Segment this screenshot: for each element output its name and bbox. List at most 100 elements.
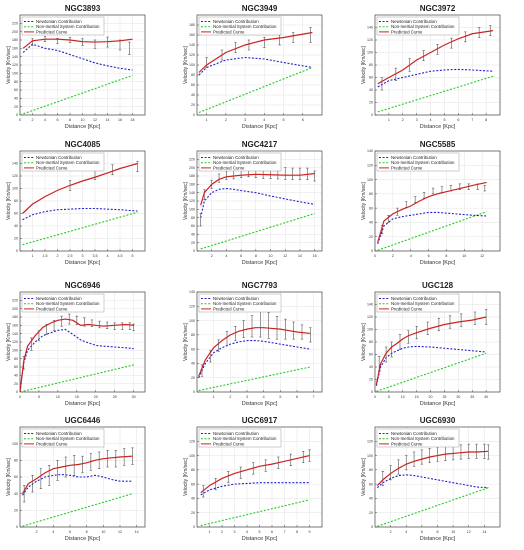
chart-panel-11: 1 2 3 4 5 6 7 8 9 0 20 40 60 80 100 120 UGC6917 Distance … — [183, 416, 323, 542]
newtonian-line — [377, 68, 494, 88]
plot-frame — [19, 426, 146, 528]
x-tick-label: 2 — [229, 395, 231, 399]
x-tick-label: 15 — [415, 395, 419, 399]
y-tick-label: 60 — [369, 206, 373, 210]
observed-errorbar — [313, 170, 316, 182]
y-tick-label: 120 — [189, 199, 195, 203]
chart-title: NGC3893 — [65, 4, 101, 13]
y-tick-label: 60 — [369, 76, 373, 80]
x-tick-label: 8 — [86, 530, 88, 534]
legend-box — [198, 16, 282, 36]
y-tick-label: 100 — [367, 178, 373, 182]
x-axis-label: Distance [Kpc] — [242, 401, 278, 407]
y-tick-label: 160 — [189, 183, 195, 187]
chart-panel-5: 2 4 6 8 10 12 14 160204060801001201401601802002… — [183, 140, 323, 266]
observed-errorbar — [217, 173, 221, 183]
x-tick-label: 3 — [246, 395, 248, 399]
x-tick-label: 6 — [428, 254, 430, 258]
legend-label-non-inertial: Non-Inertial System Contribution — [213, 24, 277, 29]
y-tick-label: 40 — [191, 233, 195, 237]
plot-frame — [374, 426, 501, 528]
newtonian-line — [198, 340, 311, 378]
legend-label-predicted: Predicted Curve — [36, 165, 68, 170]
x-tick-label: 20 — [429, 395, 433, 399]
y-tick-label: 100 — [12, 442, 18, 446]
observed-errorbar — [68, 313, 71, 325]
observed-errorbar — [405, 455, 408, 471]
x-tick-label: 14 — [106, 118, 110, 122]
y-tick-label: 100 — [367, 454, 373, 458]
y-tick-label: 80 — [14, 459, 18, 463]
observed-errorbar — [448, 315, 452, 329]
x-tick-label: 5 — [388, 395, 390, 399]
legend-label-predicted: Predicted Curve — [391, 306, 423, 311]
x-axis-label: Distance [Kpc] — [65, 401, 101, 407]
x-tick-label: 2 — [390, 530, 392, 534]
observed-errorbar — [387, 214, 390, 223]
x-tick-label: 8 — [445, 254, 447, 258]
x-tick-label: 4 — [107, 254, 109, 258]
y-tick-label: 80 — [369, 340, 373, 344]
chart-title: NGC6946 — [65, 281, 101, 290]
x-axis-label: Distance [Kpc] — [242, 124, 278, 130]
observed-errorbar — [128, 41, 131, 55]
y-tick-label: 60 — [14, 212, 18, 216]
observed-errorbar — [431, 187, 435, 195]
y-tick-label: 0 — [16, 113, 18, 117]
y-tick-label: 220 — [12, 22, 18, 26]
observed-errorbar — [214, 478, 217, 491]
y-tick-label: 180 — [189, 23, 195, 27]
x-tick-label: 5 — [279, 395, 281, 399]
y-tick-label: 0 — [16, 390, 18, 394]
x-tick-label: 6 — [457, 118, 459, 122]
legend-label-newtonian: Newtonian Contribution — [213, 431, 259, 436]
y-tick-label: 20 — [369, 511, 373, 515]
y-tick-label: 20 — [191, 511, 195, 515]
x-tick-label: 7 — [284, 530, 286, 534]
x-tick-label: 5 — [283, 118, 285, 122]
predicted-line — [19, 318, 134, 393]
legend-label-predicted: Predicted Curve — [391, 29, 423, 34]
y-tick-label: 160 — [12, 324, 18, 328]
plot-frame — [196, 14, 323, 116]
observed-errorbar — [291, 32, 295, 43]
chart-panel-4: 1 1.5 2 2.5 3 3.5 4 4.5 5 0 20 40 60 80 100 120 140 NGC40… — [6, 140, 146, 266]
y-tick-label: 80 — [369, 63, 373, 67]
x-tick-label: 2 — [402, 118, 404, 122]
plot-frame — [374, 14, 501, 116]
observed-errorbar — [309, 27, 312, 43]
observed-errorbar — [483, 184, 487, 192]
x-tick-label: 8 — [296, 530, 298, 534]
y-tick-label: 0 — [193, 390, 195, 394]
y-tick-label: 0 — [371, 249, 373, 253]
chart-panel-8: 1 2 3 4 5 6 7 0 20 40 60 80 100 120 140 NGC7793 Distance… — [183, 281, 323, 407]
y-tick-label: 200 — [12, 307, 18, 311]
non-inertial-line — [22, 211, 138, 246]
x-tick-label: 0 — [374, 254, 376, 258]
y-tick-label: 40 — [369, 88, 373, 92]
y-tick-label: 0 — [371, 113, 373, 117]
newtonian-line — [200, 187, 315, 218]
legend-label-newtonian: Newtonian Contribution — [36, 19, 82, 24]
y-tick-label: 60 — [191, 482, 195, 486]
y-tick-label: 140 — [367, 26, 373, 30]
predicted-line — [21, 455, 133, 494]
y-tick-label: 20 — [14, 105, 18, 109]
x-tick-label: 14 — [135, 530, 139, 534]
y-tick-label: 20 — [191, 376, 195, 380]
y-tick-label: 20 — [191, 103, 195, 107]
x-tick-label: 10 — [451, 530, 455, 534]
predicted-line — [377, 30, 494, 85]
y-tick-label: 80 — [191, 468, 195, 472]
legend-box — [21, 293, 105, 313]
predicted-line — [22, 162, 138, 214]
y-tick-label: 120 — [12, 174, 18, 178]
legend-box — [21, 428, 105, 448]
observed-errorbar — [113, 322, 116, 330]
y-tick-label: 20 — [369, 235, 373, 239]
legend-box — [21, 152, 105, 172]
observed-errorbar — [397, 459, 400, 475]
y-tick-label: 40 — [191, 497, 195, 501]
